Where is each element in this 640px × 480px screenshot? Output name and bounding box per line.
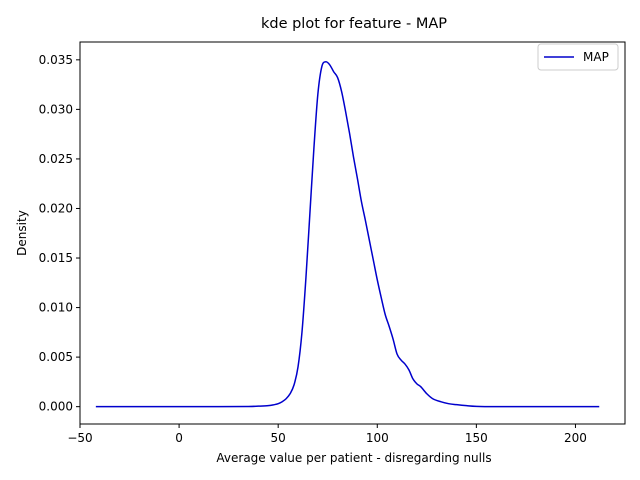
y-tick-label: 0.010 [39, 301, 73, 315]
axes-frame [79, 41, 626, 425]
x-tick-label: −50 [67, 431, 92, 445]
x-tick-label: 50 [271, 431, 286, 445]
chart-title: kde plot for feature - MAP [261, 16, 447, 32]
y-tick-label: 0.025 [39, 152, 73, 166]
x-tick-label: 0 [175, 431, 183, 445]
y-tick-label: 0.000 [39, 400, 73, 414]
x-tick-label: 100 [366, 431, 389, 445]
y-tick-label: 0.015 [39, 251, 73, 265]
y-axis-label: Density [15, 210, 29, 256]
y-tick-label: 0.005 [39, 350, 73, 364]
x-axis: −50 0 50 100 150 200 [67, 424, 587, 445]
legend: MAP [537, 43, 619, 71]
x-tick-label: 150 [465, 431, 488, 445]
x-axis-label: Average value per patient - disregarding… [216, 451, 491, 465]
x-tick-label: 200 [564, 431, 587, 445]
legend-label-map: MAP [583, 50, 609, 64]
y-tick-label: 0.030 [39, 102, 73, 116]
y-tick-label: 0.020 [39, 201, 73, 215]
legend-box [537, 43, 619, 71]
plot-area [79, 41, 626, 425]
series-line-map [95, 61, 600, 408]
y-axis: 0.000 0.005 0.010 0.015 0.020 0.025 0.030 0.035 [39, 53, 80, 414]
y-tick-label: 0.035 [39, 53, 73, 67]
